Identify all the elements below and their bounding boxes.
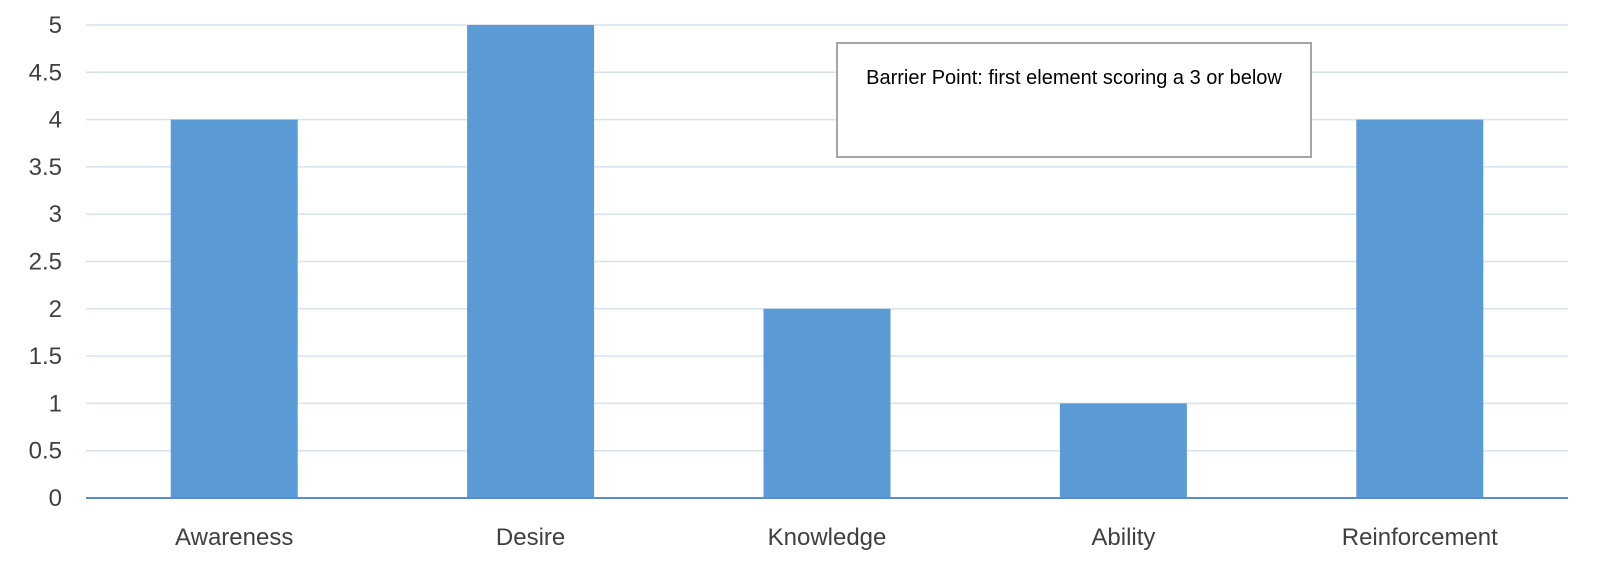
- bars: [170, 25, 1484, 498]
- bar-awareness: [170, 119, 298, 498]
- x-tick-label: Awareness: [175, 524, 293, 551]
- x-tick-label: Knowledge: [768, 524, 887, 551]
- bar-knowledge: [763, 308, 891, 498]
- y-tick-label: 2: [49, 296, 62, 323]
- y-tick-label: 1.5: [29, 343, 62, 370]
- y-tick-label: 3.5: [29, 154, 62, 181]
- y-tick-label: 1: [49, 390, 62, 417]
- barrier-point-annotation: Barrier Point: first element scoring a 3…: [836, 42, 1312, 158]
- x-axis-tick-labels: Awareness Desire Knowledge Ability Reinforce…: [175, 524, 1498, 551]
- y-tick-label: 0: [49, 485, 62, 512]
- annotation-text: Barrier Point: first element scoring a 3…: [866, 67, 1282, 89]
- y-tick-label: 2.5: [29, 249, 62, 276]
- y-tick-label: 5: [49, 12, 62, 39]
- y-tick-label: 0.5: [29, 438, 62, 465]
- y-tick-label: 4: [49, 107, 62, 134]
- y-tick-label: 3: [49, 201, 62, 228]
- bar-ability: [1059, 403, 1187, 498]
- x-tick-label: Ability: [1091, 524, 1155, 551]
- y-axis-tick-labels: 0 0.5 1 1.5 2 2.5 3 3.5 4 4.5 5: [29, 12, 62, 512]
- gridlines: [86, 24, 1568, 452]
- bar-reinforcement: [1356, 119, 1484, 498]
- y-tick-label: 4.5: [29, 59, 62, 86]
- x-tick-label: Reinforcement: [1342, 524, 1498, 551]
- x-tick-label: Desire: [496, 524, 565, 551]
- bar-desire: [467, 25, 595, 498]
